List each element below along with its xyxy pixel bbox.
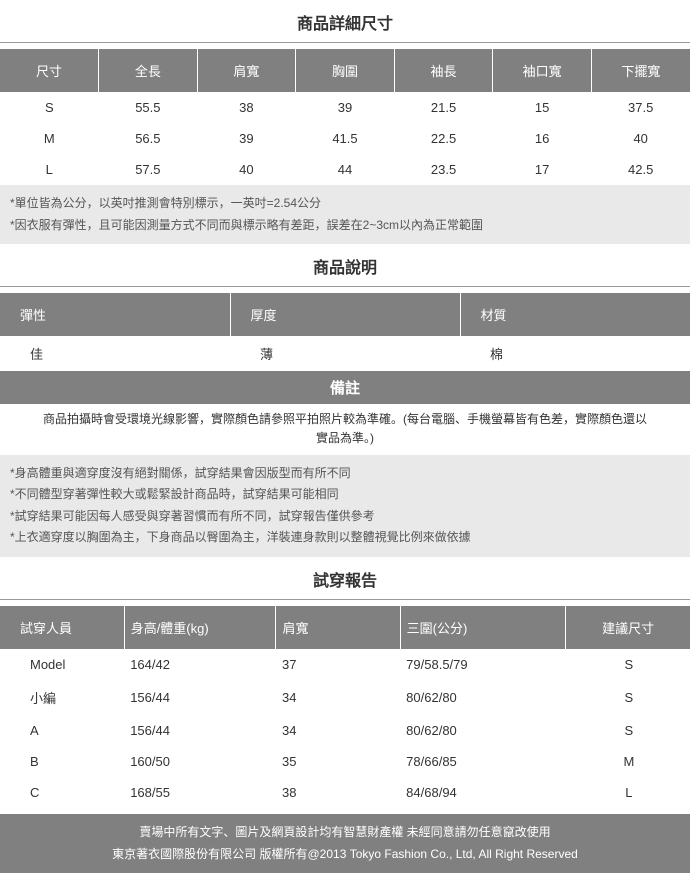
fit-header: 試穿人員 xyxy=(0,606,124,649)
desc-header: 彈性 xyxy=(0,293,230,336)
size-header: 袖長 xyxy=(394,49,493,92)
desc-header: 厚度 xyxy=(230,293,460,336)
fit-header: 三圍(公分) xyxy=(400,606,566,649)
size-header: 下擺寬 xyxy=(591,49,690,92)
remark-title: 備註 xyxy=(0,371,690,404)
fit-header: 建議尺寸 xyxy=(566,606,690,649)
table-row: S 55.5 38 39 21.5 15 37.5 xyxy=(0,92,690,123)
size-header: 尺寸 xyxy=(0,49,99,92)
desc-header: 材質 xyxy=(460,293,690,336)
footer-line: 賣場中所有文字、圖片及網頁設計均有智慧財產權 未經同意請勿任意竄改使用 xyxy=(10,822,680,844)
fit-table: 試穿人員 身高/體重(kg) 肩寬 三圍(公分) 建議尺寸 Model 164/… xyxy=(0,606,690,808)
table-row: A 156/44 34 80/62/80 S xyxy=(0,715,690,746)
footer-line: 東京著衣國際股份有限公司 版權所有@2013 Tokyo Fashion Co.… xyxy=(10,844,680,866)
table-row: 佳 薄 棉 xyxy=(0,336,690,371)
size-section-title: 商品詳細尺寸 xyxy=(0,0,690,43)
fit-header: 身高/體重(kg) xyxy=(124,606,276,649)
size-header: 胸圍 xyxy=(296,49,395,92)
table-row: B 160/50 35 78/66/85 M xyxy=(0,746,690,777)
size-table: 尺寸 全長 肩寬 胸圍 袖長 袖口寬 下擺寬 S 55.5 38 39 21.5… xyxy=(0,49,690,185)
fit-section-title: 試穿報告 xyxy=(0,557,690,600)
size-notes: *單位皆為公分，以英吋推測會特別標示，一英吋=2.54公分 *因衣服有彈性，且可… xyxy=(0,185,690,244)
table-row: C 168/55 38 84/68/94 L xyxy=(0,777,690,808)
remark-text: 商品拍攝時會受環境光線影響，實際顏色請參照平拍照片較為準確。(每台電腦、手機螢幕… xyxy=(0,404,690,454)
table-row: Model 164/42 37 79/58.5/79 S xyxy=(0,649,690,680)
table-row: M 56.5 39 41.5 22.5 16 40 xyxy=(0,123,690,154)
size-header: 袖口寬 xyxy=(493,49,592,92)
size-header: 肩寬 xyxy=(197,49,296,92)
fit-header: 肩寬 xyxy=(276,606,400,649)
table-row: 小編 156/44 34 80/62/80 S xyxy=(0,680,690,715)
table-row: L 57.5 40 44 23.5 17 42.5 xyxy=(0,154,690,185)
size-header: 全長 xyxy=(99,49,198,92)
desc-table: 彈性 厚度 材質 佳 薄 棉 xyxy=(0,293,690,371)
footer: 賣場中所有文字、圖片及網頁設計均有智慧財產權 未經同意請勿任意竄改使用 東京著衣… xyxy=(0,814,690,873)
remark-notes: *身高體重與適穿度沒有絕對關係，試穿結果會因版型而有所不同 *不同體型穿著彈性較… xyxy=(0,455,690,557)
desc-section-title: 商品說明 xyxy=(0,244,690,287)
